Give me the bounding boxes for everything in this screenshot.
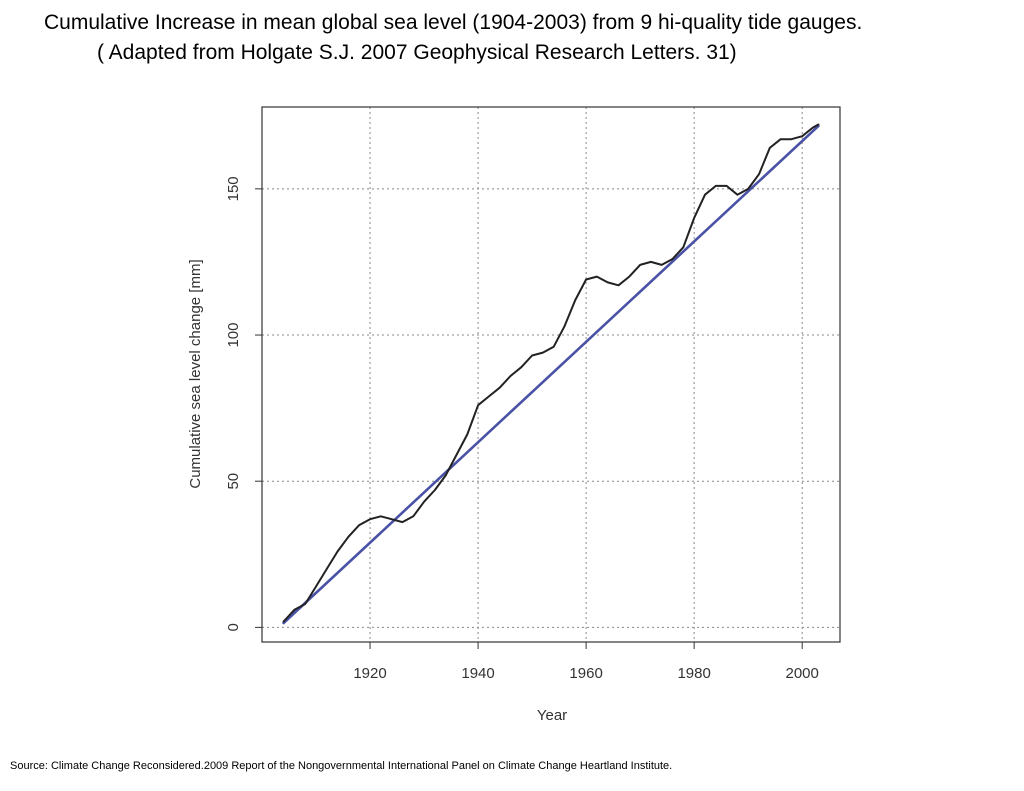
x-tick-label: 2000 — [785, 665, 818, 682]
trend-line — [282, 124, 820, 625]
y-tick-label: 0 — [225, 623, 242, 631]
sea-level-line — [282, 123, 820, 623]
x-axis: 1920 1940 1960 1980 2000 — [353, 642, 819, 682]
y-axis-label: Cumulative sea level change [mm] — [187, 259, 204, 488]
grid-layer — [262, 107, 840, 642]
x-tick-label: 1960 — [569, 665, 602, 682]
y-tick-label: 100 — [225, 323, 242, 348]
chart-subtitle: ( Adapted from Holgate S.J. 2007 Geophys… — [97, 41, 737, 64]
y-tick-label: 50 — [225, 473, 242, 490]
y-tick-label: 150 — [225, 176, 242, 201]
x-axis-label: Year — [537, 707, 567, 724]
x-tick-label: 1980 — [677, 665, 710, 682]
series-layer — [282, 123, 820, 625]
chart-title: Cumulative Increase in mean global sea l… — [44, 11, 863, 34]
y-axis: 0 50 100 150 — [225, 176, 262, 632]
source-citation: Source: Climate Change Reconsidered.2009… — [10, 760, 673, 772]
plot-frame — [261, 106, 841, 643]
x-tick-label: 1920 — [353, 665, 386, 682]
x-tick-label: 1940 — [461, 665, 494, 682]
